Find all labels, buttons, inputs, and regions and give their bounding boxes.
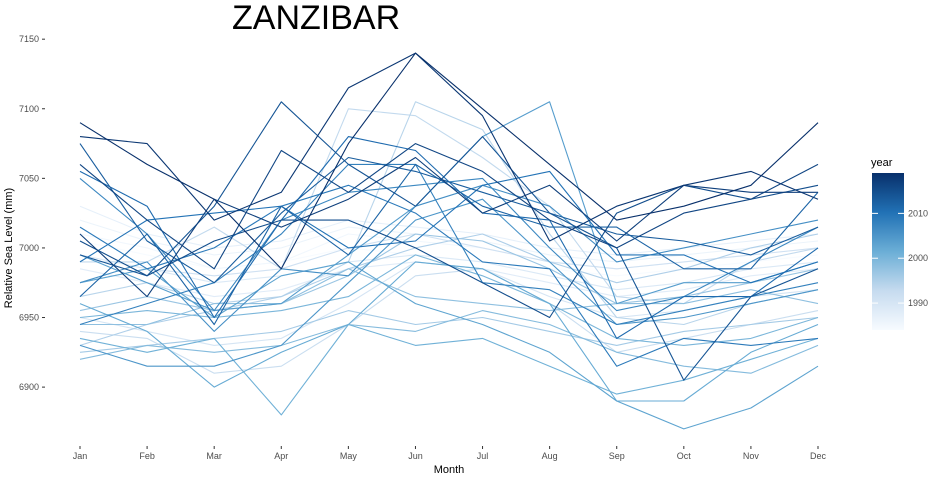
- x-axis-title: Month: [434, 464, 465, 476]
- series-line-1994: [79, 101, 819, 326]
- x-tick-label: May: [340, 451, 358, 461]
- x-tick-label: Mar: [206, 451, 222, 461]
- legend-title: year: [871, 157, 893, 169]
- series-line-2003: [79, 261, 819, 430]
- y-tick-label: 7000: [19, 243, 39, 253]
- colorbar-legend: year 1990 2000 2010: [871, 157, 928, 330]
- x-tick-label: Jun: [408, 451, 423, 461]
- series-line-2015: [79, 184, 819, 319]
- x-tick-label: Jan: [73, 451, 88, 461]
- y-tick-label: 7100: [19, 104, 39, 114]
- y-tick-label: 7150: [19, 34, 39, 44]
- x-tick-label: Oct: [677, 451, 692, 461]
- x-tick-label: Jul: [477, 451, 489, 461]
- x-axis: Jan Feb Mar Apr May Jun Jul Aug Sep Oct Nov Dec: [73, 446, 827, 461]
- colorbar-ticks: 1990 2000 2010: [872, 208, 928, 308]
- series-line-1993: [80, 108, 819, 305]
- x-tick-label: Feb: [139, 451, 155, 461]
- series-line-2013: [79, 143, 819, 284]
- x-tick-label: Dec: [810, 451, 827, 461]
- series-line-2014: [79, 101, 819, 381]
- series-line-2009: [79, 184, 819, 367]
- series-line-2001: [79, 323, 819, 416]
- y-tick-label: 6950: [19, 313, 39, 323]
- series-line-1992: [79, 268, 819, 374]
- x-tick-label: Apr: [274, 451, 288, 461]
- x-tick-label: Sep: [609, 451, 625, 461]
- colorbar-tick-label: 1990: [908, 298, 928, 308]
- y-axis: 6900 6950 7000 7050 7100 7150: [19, 34, 45, 392]
- series-line-2017: [79, 156, 818, 298]
- series-line-1999: [79, 310, 819, 374]
- series-lines: [79, 52, 819, 430]
- series-line-2019: [79, 52, 819, 270]
- series-line-1998: [80, 268, 819, 326]
- colorbar-tick-label: 2000: [908, 253, 928, 263]
- series-line-1987: [79, 205, 819, 256]
- colorbar-tick-label: 2010: [908, 208, 928, 218]
- series-line-2005: [79, 198, 819, 367]
- x-tick-label: Nov: [743, 451, 760, 461]
- series-line-1995: [79, 233, 819, 346]
- series-line-2016: [79, 143, 819, 270]
- x-tick-label: Aug: [542, 451, 558, 461]
- y-axis-title: Relative Sea Level (mm): [3, 188, 15, 308]
- series-line-1989: [79, 254, 819, 291]
- series-line-2008: [79, 163, 819, 326]
- y-tick-label: 6900: [19, 382, 39, 392]
- series-line-2006: [79, 184, 819, 332]
- series-line-2010: [79, 170, 819, 284]
- series-line-2018: [79, 52, 819, 242]
- colorbar: [872, 173, 904, 330]
- series-line-1990: [79, 261, 819, 346]
- y-tick-label: 7050: [19, 173, 39, 183]
- chart-title: ZANZIBAR: [232, 0, 400, 37]
